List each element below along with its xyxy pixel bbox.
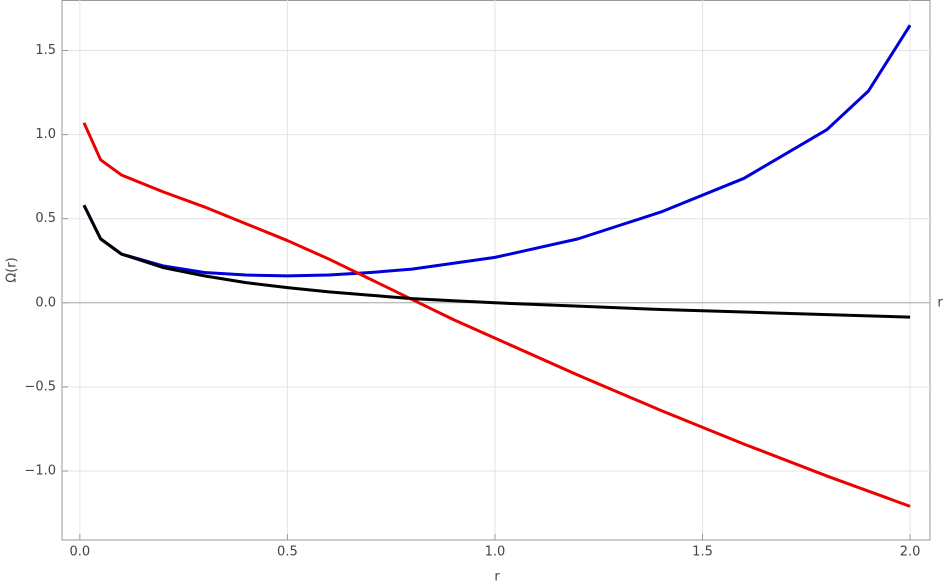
x-tick-label: 1.0 [485,545,506,560]
y-tick-label: 1.0 [35,127,56,142]
series-line [82,204,911,319]
y-tick-label: −1.0 [24,464,56,479]
x-tick-label: 2.0 [900,545,921,560]
y-tick-label: 0.0 [35,295,56,310]
series-line [82,24,912,278]
x-axis-label: r [494,570,500,585]
y-tick-label: 0.5 [35,211,56,226]
y-tick-label: 1.5 [35,43,56,58]
x-tick-label: 0.5 [277,545,298,560]
series-line [82,122,911,508]
x-tick-label: 0.0 [70,545,91,560]
axis-label: r [937,296,943,311]
y-tick-label: −0.5 [24,379,56,394]
x-tick-label: 1.5 [692,545,713,560]
y-axis-label: Ω(r) [5,257,20,282]
plot-frame [61,0,931,541]
